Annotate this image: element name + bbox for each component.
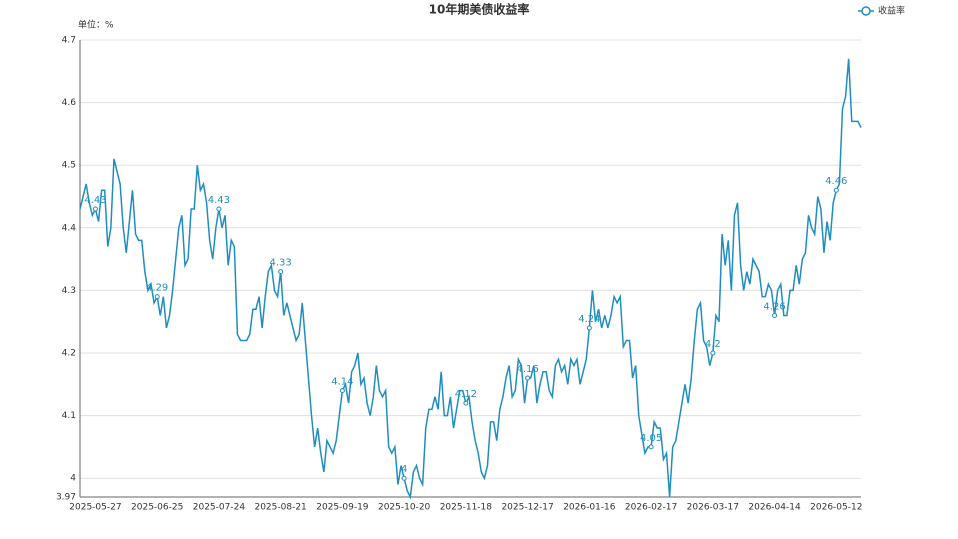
x-tick-label: 2026-04-14 <box>748 503 801 513</box>
x-tick-label: 2025-05-27 <box>69 503 121 513</box>
chart-title: 10年期美债收益率 <box>429 2 530 17</box>
x-tick-label: 2025-07-24 <box>193 503 246 513</box>
point <box>92 206 98 212</box>
x-tick-label: 2025-12-17 <box>501 503 553 513</box>
x-tick-label: 2026-03-17 <box>687 503 739 513</box>
legend-label: 收益率 <box>878 5 905 17</box>
x-tick-label: 2026-02-17 <box>625 503 677 513</box>
y-tick-label: 4.7 <box>62 36 76 46</box>
y-tick-label: 4.1 <box>62 411 76 421</box>
point <box>586 325 592 331</box>
data-label: 4.43 <box>84 195 106 206</box>
y-tick-label: 3.97 <box>56 493 76 503</box>
data-label: 4.29 <box>146 283 168 294</box>
data-label: 4.46 <box>825 176 847 187</box>
point <box>154 294 160 300</box>
x-tick-label: 2026-05-12 <box>810 503 862 513</box>
point <box>401 475 407 481</box>
x-tick-label: 2025-10-20 <box>378 503 431 513</box>
x-tick-label: 2026-01-16 <box>563 503 616 513</box>
data-label: 4.24 <box>578 314 600 325</box>
point <box>710 350 716 356</box>
point <box>648 444 654 450</box>
data-label: 4.12 <box>455 389 477 400</box>
x-tick-label: 2025-11-18 <box>440 503 493 513</box>
data-label: 4 <box>401 464 407 475</box>
point <box>833 187 839 193</box>
y-tick-label: 4 <box>70 474 76 484</box>
y-tick-label: 4.6 <box>62 98 77 108</box>
point <box>216 206 222 212</box>
legend-marker <box>861 6 871 16</box>
data-label: 4.05 <box>640 433 662 444</box>
data-label: 4.26 <box>763 301 785 312</box>
data-label: 4.33 <box>270 258 292 269</box>
x-tick-label: 2025-06-25 <box>131 503 183 513</box>
point <box>278 269 284 275</box>
point <box>339 388 345 394</box>
y-tick-label: 4.4 <box>62 223 77 233</box>
x-tick-label: 2025-09-19 <box>316 503 369 513</box>
point <box>525 375 531 381</box>
y-tick-label: 4.2 <box>62 349 76 359</box>
point <box>772 312 778 318</box>
point <box>463 400 469 406</box>
line <box>79 58 862 500</box>
y-axis-label: 单位：% <box>78 19 114 31</box>
data-label: 4.16 <box>516 364 538 375</box>
data-label: 4.2 <box>705 339 721 350</box>
y-tick-label: 4.5 <box>62 161 76 171</box>
x-tick-label: 2025-08-21 <box>254 503 306 513</box>
y-tick-label: 4.3 <box>62 286 76 296</box>
data-label: 4.43 <box>208 195 230 206</box>
data-label: 4.14 <box>331 377 353 388</box>
